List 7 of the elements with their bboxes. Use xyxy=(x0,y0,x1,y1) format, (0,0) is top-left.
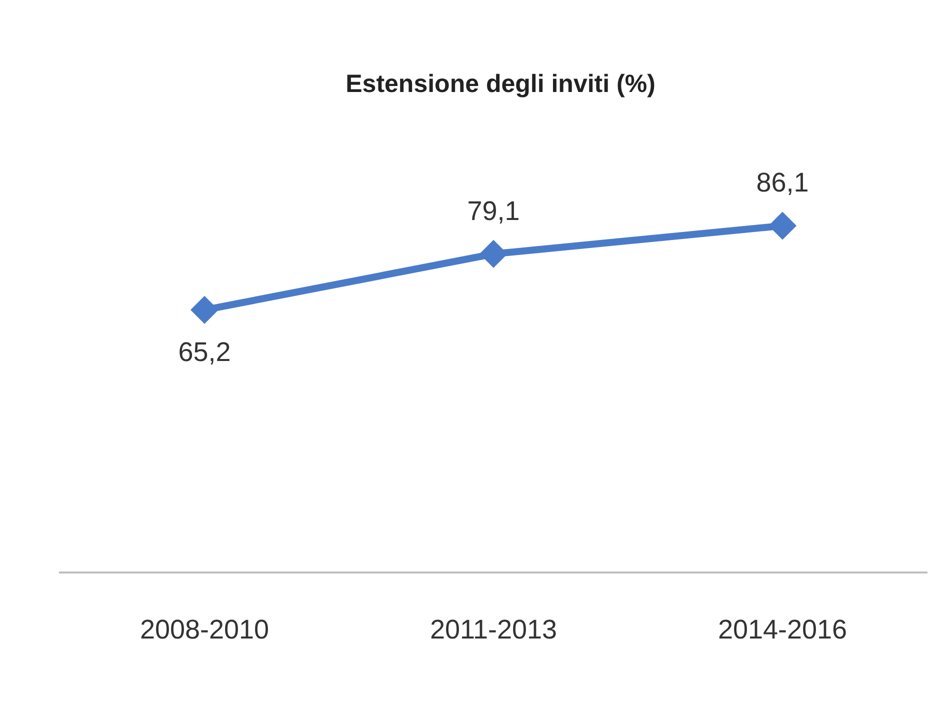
data-label: 79,1 xyxy=(467,196,520,226)
data-label: 86,1 xyxy=(756,168,809,198)
x-tick-label: 2011-2013 xyxy=(430,614,558,644)
x-tick-label: 2008-2010 xyxy=(140,614,270,644)
data-label: 65,2 xyxy=(178,336,231,367)
x-tick-label: 2014-2016 xyxy=(718,614,848,644)
chart-title: Estensione degli inviti (%) xyxy=(346,70,656,98)
